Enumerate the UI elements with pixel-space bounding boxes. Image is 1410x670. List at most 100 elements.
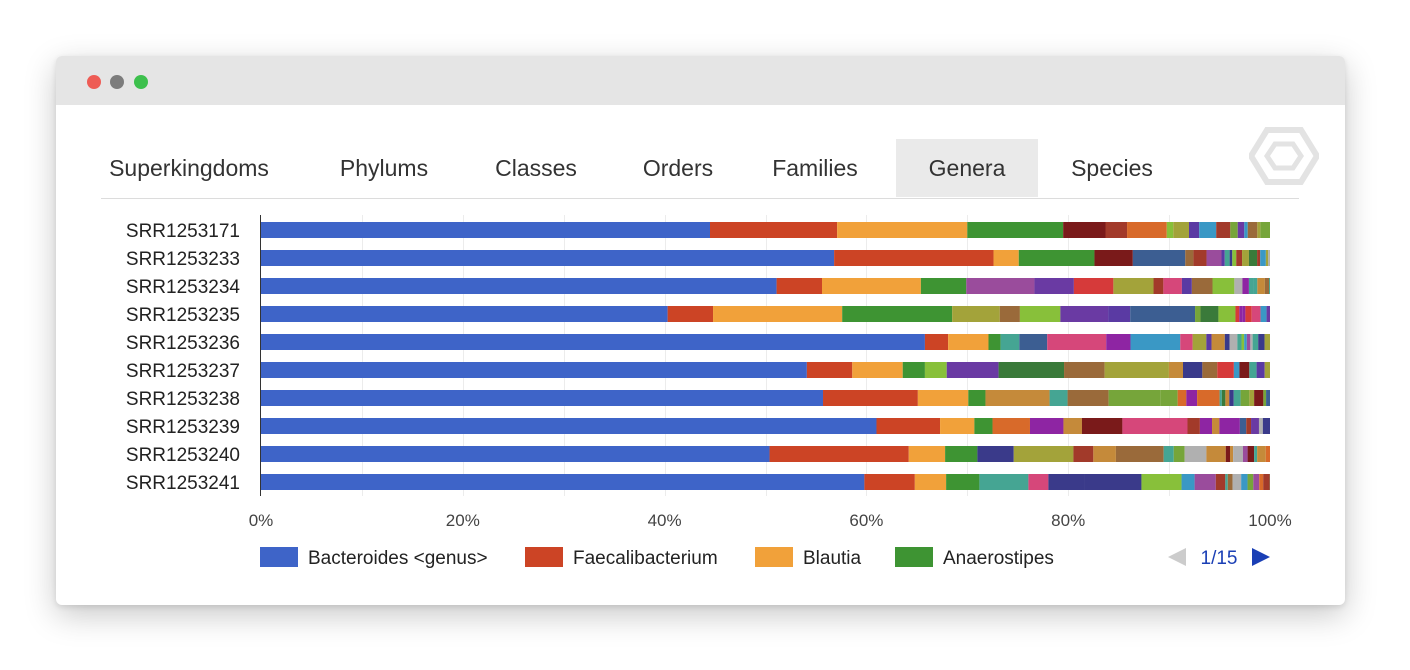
bar-segment-other[interactable] (1265, 250, 1269, 266)
bar-segment-other[interactable] (1242, 446, 1248, 462)
bar-segment[interactable] (667, 306, 714, 322)
tab-superkingdoms[interactable]: Superkingdoms (109, 155, 269, 181)
bar-segment-other[interactable] (1251, 418, 1259, 434)
bar-segment[interactable] (261, 390, 824, 406)
bar-segment-other[interactable] (1237, 334, 1242, 350)
bar-segment-other[interactable] (1266, 390, 1270, 406)
bar-segment-other[interactable] (992, 418, 1030, 434)
bar-segment-other[interactable] (1229, 390, 1234, 406)
bar-segment-other[interactable] (1221, 250, 1225, 266)
bar-segment-other[interactable] (1218, 306, 1236, 322)
bar-segment-other[interactable] (1260, 306, 1267, 322)
bar-segment-other[interactable] (1073, 278, 1114, 294)
bar-segment-other[interactable] (946, 362, 999, 378)
bar-segment-other[interactable] (1251, 306, 1261, 322)
bar-segment[interactable] (261, 474, 865, 490)
bar-segment-other[interactable] (1248, 278, 1254, 294)
bar-segment-other[interactable] (1264, 334, 1270, 350)
bar-segment-other[interactable] (1108, 306, 1131, 322)
bar-segment-other[interactable] (1160, 390, 1178, 406)
bar-segment-other[interactable] (1246, 334, 1251, 350)
bar-segment-other[interactable] (1215, 474, 1226, 490)
bar-segment-other[interactable] (1122, 418, 1188, 434)
bar-segment-other[interactable] (1163, 278, 1182, 294)
bar-segment-other[interactable] (1256, 362, 1265, 378)
bar-segment[interactable] (823, 390, 918, 406)
bar-segment[interactable] (914, 474, 947, 490)
bar-segment-other[interactable] (1266, 306, 1270, 322)
bar-segment[interactable] (769, 446, 909, 462)
bar-segment-other[interactable] (1185, 250, 1194, 266)
bar-segment-other[interactable] (1029, 418, 1064, 434)
bar-segment-other[interactable] (1182, 362, 1203, 378)
bar-segment-other[interactable] (1245, 306, 1252, 322)
bar-segment-other[interactable] (1244, 222, 1248, 238)
bar-segment-other[interactable] (1224, 250, 1230, 266)
bar-segment-other[interactable] (1250, 334, 1253, 350)
bar-segment-other[interactable] (1132, 250, 1186, 266)
bar-segment-other[interactable] (1225, 446, 1231, 462)
bar-segment-other[interactable] (1141, 474, 1182, 490)
bar-segment-other[interactable] (1242, 278, 1249, 294)
bar-segment-other[interactable] (1225, 474, 1228, 490)
minimize-window-button[interactable] (110, 75, 124, 89)
bar-segment-other[interactable] (1048, 474, 1085, 490)
bar-segment[interactable] (993, 250, 1019, 266)
bar-segment-other[interactable] (1260, 222, 1270, 238)
bar-segment-other[interactable] (1232, 250, 1237, 266)
legend-label[interactable]: Bacteroides <genus> (308, 548, 488, 569)
bar-segment-other[interactable] (1084, 474, 1142, 490)
close-window-button[interactable] (87, 75, 101, 89)
bar-segment-other[interactable] (1253, 278, 1258, 294)
bar-segment-other[interactable] (1212, 418, 1220, 434)
bar-segment-other[interactable] (1168, 362, 1183, 378)
bar-segment-other[interactable] (1264, 278, 1270, 294)
bar-segment-other[interactable] (1240, 390, 1250, 406)
bar-segment-other[interactable] (1180, 334, 1193, 350)
bar-segment[interactable] (776, 278, 823, 294)
bar-segment-other[interactable] (998, 362, 1065, 378)
bar-segment-other[interactable] (1104, 362, 1169, 378)
bar-segment-other[interactable] (1249, 390, 1255, 406)
bar-segment-other[interactable] (1049, 390, 1068, 406)
bar-segment-other[interactable] (1047, 334, 1107, 350)
bar-segment-other[interactable] (1239, 306, 1243, 322)
bar-segment[interactable] (261, 362, 807, 378)
bar-segment-other[interactable] (1257, 250, 1261, 266)
bar-segment-other[interactable] (1217, 362, 1234, 378)
bar-segment-other[interactable] (1264, 362, 1270, 378)
bar-segment-other[interactable] (1184, 446, 1207, 462)
bar-segment-other[interactable] (1233, 446, 1243, 462)
bar-segment-other[interactable] (1063, 418, 1082, 434)
bar-segment[interactable] (834, 250, 994, 266)
bar-segment-other[interactable] (1247, 222, 1258, 238)
bar-segment-other[interactable] (1199, 222, 1217, 238)
bar-segment-other[interactable] (1105, 222, 1128, 238)
bar-segment[interactable] (261, 278, 777, 294)
bar-segment-other[interactable] (1191, 278, 1213, 294)
tab-classes[interactable]: Classes (495, 155, 577, 181)
bar-segment-other[interactable] (1019, 306, 1061, 322)
bar-segment-other[interactable] (1247, 474, 1254, 490)
bar-segment-other[interactable] (1200, 306, 1219, 322)
bar-segment-other[interactable] (1108, 390, 1161, 406)
bar-segment[interactable] (822, 278, 921, 294)
bar-segment[interactable] (974, 418, 993, 434)
bar-segment-other[interactable] (1187, 418, 1200, 434)
bar-segment-other[interactable] (1064, 362, 1105, 378)
bar-segment[interactable] (261, 306, 668, 322)
bar-segment[interactable] (261, 250, 835, 266)
bar-segment-other[interactable] (1195, 306, 1201, 322)
bar-segment-other[interactable] (1232, 474, 1242, 490)
bar-segment-other[interactable] (1067, 390, 1109, 406)
bar-segment-other[interactable] (1219, 390, 1222, 406)
bar-segment-other[interactable] (1130, 334, 1181, 350)
bar-segment-other[interactable] (1113, 278, 1154, 294)
bar-segment[interactable] (945, 446, 978, 462)
tab-families[interactable]: Families (772, 155, 858, 181)
bar-segment[interactable] (261, 334, 925, 350)
bar-segment-other[interactable] (1235, 306, 1240, 322)
bar-segment-other[interactable] (1230, 222, 1238, 238)
bar-segment-other[interactable] (1153, 278, 1164, 294)
bar-segment-other[interactable] (1259, 474, 1264, 490)
